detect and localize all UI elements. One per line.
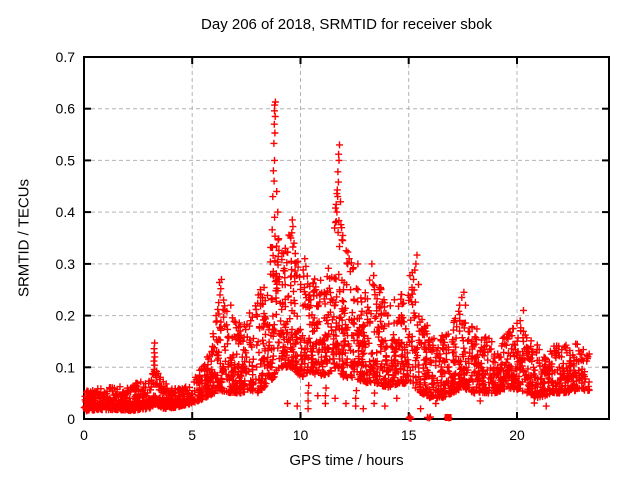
svg-text:0.2: 0.2 — [56, 308, 76, 324]
svg-text:0.6: 0.6 — [56, 101, 76, 117]
zero-cluster-square — [444, 414, 452, 421]
svg-text:0.5: 0.5 — [56, 152, 76, 168]
svg-text:0.3: 0.3 — [56, 256, 76, 272]
svg-text:20: 20 — [509, 427, 525, 443]
svg-text:10: 10 — [293, 427, 309, 443]
svg-text:5: 5 — [188, 427, 196, 443]
svg-text:0.4: 0.4 — [56, 204, 76, 220]
svg-text:15: 15 — [401, 427, 417, 443]
svg-text:0: 0 — [80, 427, 88, 443]
svg-text:0: 0 — [67, 411, 75, 427]
plot-border — [83, 56, 610, 420]
x-axis-label: GPS time / hours — [289, 452, 404, 469]
data-points — [80, 98, 593, 422]
svg-text:0.1: 0.1 — [56, 359, 76, 375]
tick-labels: 0 5 10 15 20 0 0.1 0.2 0.3 0.4 0.5 0.6 0.7 — [56, 49, 525, 443]
svg-text:0.7: 0.7 — [56, 49, 76, 65]
chart-title: Day 206 of 2018, SRMTID for receiver sbo… — [201, 16, 492, 33]
